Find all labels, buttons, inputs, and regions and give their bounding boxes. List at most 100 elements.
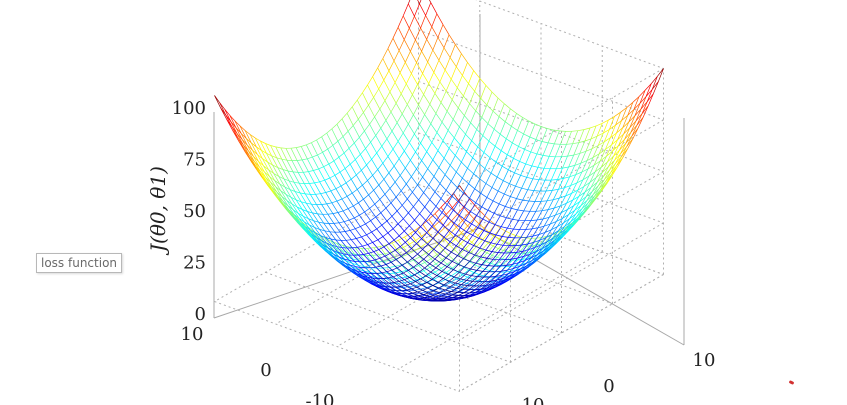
surface-segment xyxy=(472,280,479,283)
surface-segment xyxy=(561,231,568,238)
surface-segment xyxy=(533,257,541,263)
surface-segment xyxy=(448,148,456,156)
surface-segment xyxy=(329,174,336,179)
surface-segment xyxy=(634,108,642,117)
surface-segment xyxy=(474,288,481,290)
surface-segment xyxy=(484,157,491,169)
surface-segment xyxy=(473,281,480,287)
surface-segment xyxy=(425,2,432,16)
surface-segment xyxy=(266,153,273,166)
surface-segment xyxy=(619,138,626,151)
surface-segment xyxy=(467,225,474,232)
surface-segment xyxy=(515,235,521,238)
surface-segment xyxy=(533,239,541,243)
surface-segment xyxy=(373,251,381,259)
surface-segment xyxy=(299,192,307,204)
surface-segment xyxy=(350,264,356,267)
surface-segment xyxy=(500,138,507,151)
surface-segment xyxy=(446,110,454,120)
surface-segment xyxy=(569,165,576,177)
surface-segment xyxy=(571,182,578,194)
surface-segment xyxy=(567,154,574,157)
surface-segment xyxy=(292,209,300,219)
surface-segment xyxy=(354,214,360,219)
surface-segment xyxy=(431,278,439,283)
grid-line xyxy=(459,274,664,392)
surface-segment xyxy=(599,149,606,162)
surface-segment xyxy=(351,189,358,194)
surface-segment xyxy=(424,297,431,300)
surface-segment xyxy=(467,276,473,280)
surface-segment xyxy=(541,128,548,142)
surface-segment xyxy=(400,271,406,278)
surface-segment xyxy=(408,123,415,135)
surface-segment xyxy=(524,211,531,221)
surface-segment xyxy=(637,117,644,129)
surface-segment xyxy=(293,171,299,173)
surface-segment xyxy=(306,158,314,171)
surface-segment xyxy=(474,78,481,92)
surface-segment xyxy=(479,281,486,287)
surface-segment xyxy=(597,132,604,146)
surface-segment xyxy=(426,39,434,51)
surface-segment xyxy=(501,265,507,272)
surface-segment xyxy=(531,256,539,261)
surface-segment xyxy=(404,142,410,152)
surface-segment xyxy=(352,246,358,249)
surface-segment xyxy=(491,279,498,285)
surface-segment xyxy=(416,238,422,245)
surface-segment xyxy=(460,144,467,152)
surface-segment xyxy=(461,280,467,285)
surface-segment xyxy=(359,130,365,138)
surface-segment xyxy=(531,165,539,168)
surface-segment xyxy=(609,160,615,171)
surface-segment xyxy=(632,128,639,139)
surface-segment xyxy=(444,227,451,234)
surface-segment xyxy=(368,279,374,283)
surface-segment xyxy=(510,274,517,279)
surface-segment xyxy=(595,172,603,178)
surface-segment xyxy=(456,66,463,76)
surface-segment xyxy=(389,253,397,260)
surface-segment xyxy=(518,146,525,150)
surface-segment xyxy=(616,120,622,134)
surface-segment xyxy=(477,271,484,277)
surface-segment xyxy=(271,186,278,193)
surface-segment xyxy=(467,242,474,246)
surface-segment xyxy=(357,184,363,190)
surface-segment xyxy=(253,155,259,162)
surface-segment xyxy=(379,258,387,265)
surface-segment xyxy=(482,210,489,220)
surface-segment xyxy=(611,132,617,146)
surface-segment xyxy=(440,200,448,208)
surface-segment xyxy=(459,215,466,221)
surface-segment xyxy=(443,47,451,58)
surface-segment xyxy=(403,243,410,248)
surface-segment xyxy=(521,237,528,246)
surface-segment xyxy=(398,235,406,243)
surface-segment xyxy=(476,129,484,136)
surface-segment xyxy=(393,282,401,287)
surface-segment xyxy=(476,206,483,216)
surface-segment xyxy=(626,135,633,147)
surface-segment xyxy=(290,196,297,201)
surface-segment xyxy=(417,84,424,95)
surface-segment xyxy=(456,171,463,179)
surface-segment xyxy=(424,267,431,273)
surface-segment xyxy=(326,202,332,205)
surface-segment xyxy=(541,244,549,249)
surface-segment xyxy=(599,149,606,155)
surface-segment xyxy=(251,161,257,169)
surface-segment xyxy=(553,197,560,209)
surface-segment xyxy=(346,239,352,241)
surface-segment xyxy=(596,123,603,137)
surface-segment xyxy=(582,168,589,180)
surface-segment xyxy=(299,222,306,227)
surface-segment xyxy=(512,209,518,220)
surface-segment xyxy=(440,262,448,268)
surface-segment xyxy=(555,236,562,243)
surface-segment xyxy=(378,282,384,284)
surface-segment xyxy=(619,143,627,151)
surface-segment xyxy=(587,194,594,204)
surface-segment xyxy=(596,132,604,137)
